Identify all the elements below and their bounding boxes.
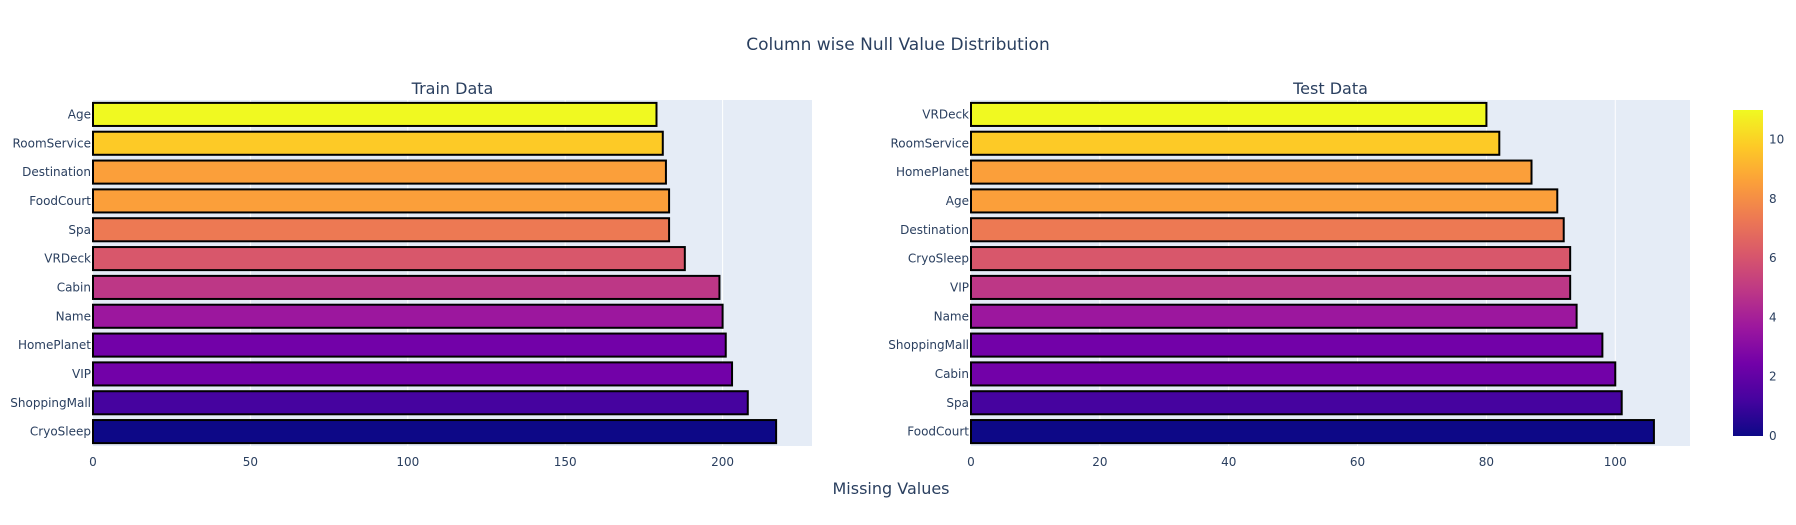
y-tick-label: HomePlanet (896, 165, 969, 179)
subplot-test-data: 0 20 40 60 80 100 FoodCourt Spa Cabin ShoppingMal… (888, 79, 1690, 469)
bar-vip (970, 274, 1572, 300)
bar-destination (92, 159, 667, 185)
colorbar-tick-label: 8 (1769, 192, 1777, 206)
y-tick-label: VRDeck (922, 107, 969, 121)
bar-foodcourt (970, 419, 1655, 445)
bar-roomservice (970, 130, 1501, 156)
bar-vrdeck (970, 101, 1488, 127)
bar-foodcourt (92, 188, 671, 214)
y-tick-label: Name (934, 309, 969, 323)
subplot-panels: 0 50 100 150 200CryoSleepShoppingMallVIPHome… (10, 79, 1690, 469)
x-tick-label: 0 (967, 455, 975, 469)
colorbar-gradient (1733, 110, 1763, 436)
subplot-title: Train Data (411, 79, 494, 98)
x-tick-label: 40 (1221, 455, 1236, 469)
y-tick-label: Name (56, 309, 91, 323)
y-tick-label: RoomService (890, 136, 969, 150)
bar-cryosleep (92, 419, 778, 445)
x-tick-label: 50 (243, 455, 258, 469)
y-tick-label: HomePlanet (18, 338, 91, 352)
x-tick-label: 80 (1479, 455, 1494, 469)
plot-area (971, 100, 1690, 446)
bar-name (970, 303, 1578, 329)
subplot-train-data: 0 50 100 150 200 CryoSleep ShoppingMall VIP Home… (10, 79, 812, 469)
bar-age (970, 188, 1559, 214)
y-tick-label: CryoSleep (908, 252, 969, 266)
figure-x-axis-label: Missing Values (832, 479, 949, 498)
y-tick-label: ShoppingMall (10, 396, 91, 410)
colorbar: 0 2 4 6 8 10 (1733, 110, 1784, 443)
y-tick-label: Cabin (57, 280, 91, 294)
bar-cabin (970, 361, 1617, 387)
y-tick-label: Cabin (935, 367, 969, 381)
plot-area (93, 100, 812, 446)
y-tick-label: FoodCourt (907, 425, 969, 439)
y-tick-label: Age (68, 107, 91, 121)
bar-shoppingmall (970, 332, 1604, 358)
x-tick-label: 100 (396, 455, 419, 469)
y-tick-label: VIP (950, 280, 969, 294)
bar-spa (92, 217, 671, 243)
bar-homeplanet (970, 159, 1533, 185)
x-tick-label: 100 (1604, 455, 1627, 469)
x-tick-label: 60 (1350, 455, 1365, 469)
bar-shoppingmall (92, 390, 749, 416)
bar-name (92, 303, 724, 329)
y-tick-label: ShoppingMall (888, 338, 969, 352)
y-tick-label: Spa (946, 396, 969, 410)
x-tick-label: 0 (89, 455, 97, 469)
y-tick-label: Spa (68, 223, 91, 237)
y-tick-label: VRDeck (44, 252, 91, 266)
y-tick-label: Destination (900, 223, 969, 237)
y-tick-label: CryoSleep (30, 425, 91, 439)
bar-cryosleep (970, 246, 1572, 272)
colorbar-tick-label: 6 (1769, 251, 1777, 265)
y-tick-label: Age (946, 194, 969, 208)
bar-destination (970, 217, 1565, 243)
bar-homeplanet (92, 332, 727, 358)
colorbar-tick-label: 2 (1769, 370, 1777, 384)
bar-spa (970, 390, 1623, 416)
colorbar-tick-label: 10 (1769, 133, 1784, 147)
colorbar-tick-label: 4 (1769, 310, 1777, 324)
bar-cabin (92, 274, 721, 300)
bar-age (92, 101, 658, 127)
y-tick-label: VIP (72, 367, 91, 381)
x-tick-label: 20 (1092, 455, 1107, 469)
y-tick-label: RoomService (12, 136, 91, 150)
x-tick-label: 150 (554, 455, 577, 469)
x-tick-label: 200 (711, 455, 734, 469)
bar-roomservice (92, 130, 664, 156)
subplot-title: Test Data (1292, 79, 1368, 98)
colorbar-tick-label: 0 (1769, 429, 1777, 443)
bar-vip (92, 361, 734, 387)
bar-vrdeck (92, 246, 686, 272)
y-tick-label: Destination (22, 165, 91, 179)
y-tick-label: FoodCourt (29, 194, 91, 208)
figure-title: Column wise Null Value Distribution (746, 35, 1049, 55)
